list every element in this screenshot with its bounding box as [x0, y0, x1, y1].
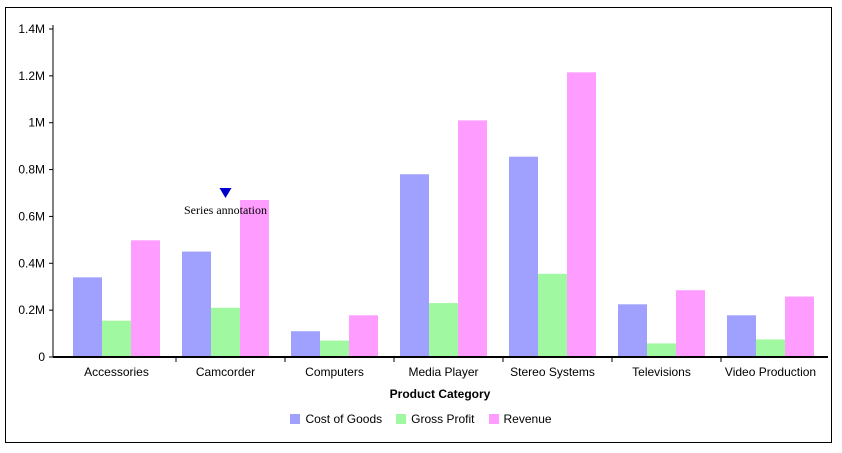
- x-axis: Accessories Camcorder Computers Media Playe…: [53, 356, 828, 379]
- bar: [211, 307, 240, 357]
- legend-item: Revenue: [488, 412, 552, 426]
- bar: [538, 273, 567, 357]
- bar-chart: 0 0.2M 0.4M 0.6M 0.8M 1M 1.2M 1.4M Accessories C…: [18, 22, 828, 401]
- bar: [349, 315, 378, 357]
- bar: [182, 251, 211, 357]
- y-tick-label: 0.8M: [18, 163, 45, 177]
- legend-label: Cost of Goods: [305, 412, 383, 426]
- y-tick-label: 1.4M: [18, 22, 45, 36]
- x-tick-label: Media Player: [408, 365, 478, 379]
- bar: [785, 296, 814, 357]
- y-tick-label: 0.6M: [18, 209, 45, 223]
- bar: [647, 343, 676, 357]
- y-tick-label: 1M: [28, 116, 45, 130]
- x-tick-label: Televisions: [632, 365, 691, 379]
- bar: [400, 174, 429, 357]
- legend: Cost of Goods Gross Profit Revenue: [0, 412, 842, 426]
- x-tick-label: Accessories: [84, 365, 149, 379]
- bar: [618, 304, 647, 357]
- bar: [727, 315, 756, 357]
- legend-item: Gross Profit: [396, 412, 475, 426]
- bar: [509, 156, 538, 357]
- bar: [240, 200, 269, 357]
- bar: [320, 340, 349, 357]
- legend-swatch: [488, 414, 499, 424]
- x-tick-label: Computers: [305, 365, 364, 379]
- y-tick-label: 0.4M: [18, 256, 45, 270]
- legend-swatch: [290, 414, 301, 424]
- annotations: Series annotation: [184, 188, 267, 217]
- bar: [102, 320, 131, 357]
- x-tick-label: Camcorder: [196, 365, 255, 379]
- legend-swatch: [396, 414, 407, 424]
- legend-label: Revenue: [503, 412, 552, 426]
- y-tick-label: 0.2M: [18, 303, 45, 317]
- bar: [291, 331, 320, 357]
- y-axis: 0 0.2M 0.4M 0.6M 0.8M 1M 1.2M 1.4M: [18, 22, 54, 364]
- x-axis-title: Product Category: [390, 387, 491, 401]
- x-tick-label: Video Production: [725, 365, 816, 379]
- bar: [567, 72, 596, 357]
- legend-item: Cost of Goods: [290, 412, 382, 426]
- bar: [73, 277, 102, 357]
- annotation-marker-icon: [219, 188, 232, 198]
- bar: [756, 339, 785, 357]
- annotation-label: Series annotation: [184, 203, 267, 217]
- x-tick-label: Stereo Systems: [510, 365, 595, 379]
- legend-label: Gross Profit: [411, 412, 475, 426]
- bars: [73, 72, 814, 357]
- y-tick-label: 1.2M: [18, 69, 45, 83]
- bar: [458, 120, 487, 357]
- bar: [131, 240, 160, 357]
- bar: [429, 303, 458, 357]
- bar: [676, 290, 705, 357]
- y-tick-label: 0: [38, 350, 45, 364]
